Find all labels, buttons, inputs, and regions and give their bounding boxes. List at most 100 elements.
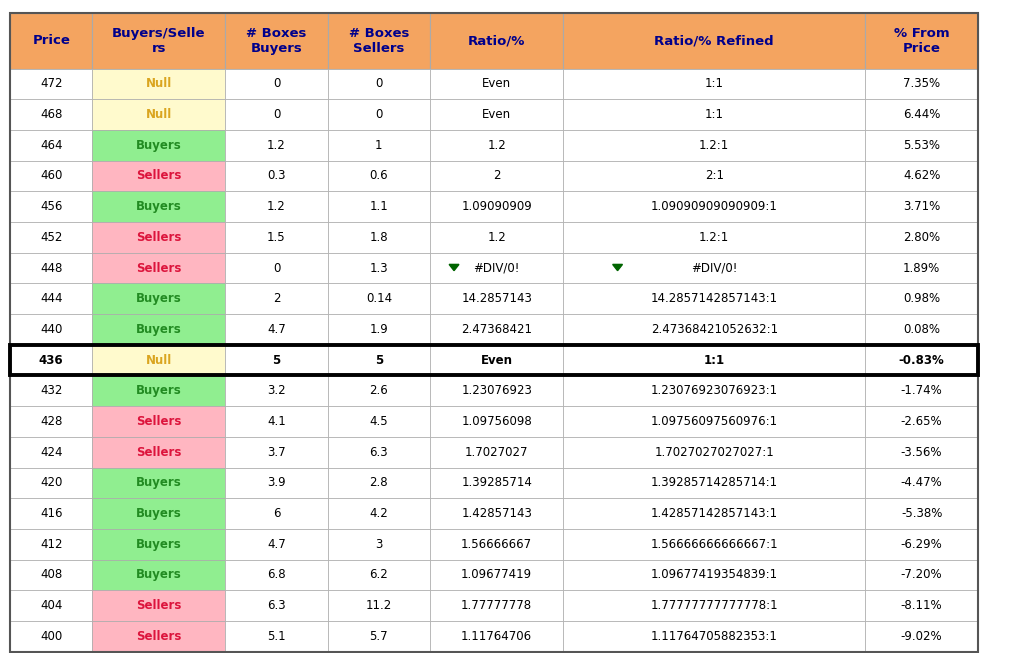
- Text: # Boxes
Sellers: # Boxes Sellers: [349, 27, 409, 55]
- Bar: [328, 69, 430, 99]
- Polygon shape: [612, 264, 623, 270]
- Bar: [92, 253, 225, 283]
- Bar: [328, 99, 430, 130]
- Bar: [225, 191, 328, 222]
- Bar: [10, 375, 92, 406]
- Bar: [225, 161, 328, 191]
- Bar: [430, 498, 563, 529]
- Text: Sellers: Sellers: [136, 415, 181, 428]
- Text: 11.2: 11.2: [366, 599, 392, 612]
- Text: Sellers: Sellers: [136, 262, 181, 274]
- Text: -3.56%: -3.56%: [901, 446, 942, 458]
- Bar: [10, 406, 92, 437]
- Bar: [10, 345, 92, 375]
- Text: 416: 416: [40, 507, 62, 520]
- Bar: [92, 590, 225, 621]
- Bar: [92, 437, 225, 468]
- Text: Sellers: Sellers: [136, 446, 181, 458]
- Text: 2.8: 2.8: [370, 477, 388, 489]
- Bar: [865, 560, 978, 590]
- Bar: [10, 283, 92, 314]
- Bar: [92, 345, 225, 375]
- Text: 6.3: 6.3: [267, 599, 286, 612]
- Bar: [563, 621, 865, 652]
- Bar: [563, 529, 865, 560]
- Bar: [328, 468, 430, 498]
- Text: 1:1: 1:1: [703, 354, 725, 366]
- Text: 1.56666667: 1.56666667: [461, 538, 532, 550]
- Bar: [563, 99, 865, 130]
- Text: 1.3: 1.3: [370, 262, 388, 274]
- Text: 4.62%: 4.62%: [903, 170, 940, 182]
- Bar: [430, 13, 563, 69]
- Bar: [225, 621, 328, 652]
- Text: 5: 5: [375, 354, 383, 366]
- Bar: [92, 468, 225, 498]
- Text: Buyers: Buyers: [136, 293, 181, 305]
- Bar: [92, 529, 225, 560]
- Text: 468: 468: [40, 108, 62, 121]
- Bar: [10, 99, 92, 130]
- Bar: [92, 406, 225, 437]
- Text: 1.77777778: 1.77777778: [461, 599, 532, 612]
- Text: Buyers: Buyers: [136, 385, 181, 397]
- Text: 1:1: 1:1: [705, 108, 724, 121]
- Text: 412: 412: [40, 538, 62, 550]
- Text: Buyers: Buyers: [136, 323, 181, 336]
- Bar: [225, 560, 328, 590]
- Text: Buyers: Buyers: [136, 538, 181, 550]
- Bar: [328, 191, 430, 222]
- Text: Even: Even: [482, 108, 511, 121]
- Bar: [225, 437, 328, 468]
- Bar: [328, 375, 430, 406]
- Bar: [328, 222, 430, 253]
- Bar: [92, 99, 225, 130]
- Bar: [865, 222, 978, 253]
- Text: 1.7027027: 1.7027027: [465, 446, 528, 458]
- Bar: [563, 161, 865, 191]
- Text: Buyers: Buyers: [136, 139, 181, 151]
- Bar: [225, 222, 328, 253]
- Bar: [563, 314, 865, 345]
- Text: 0: 0: [272, 262, 281, 274]
- Bar: [225, 130, 328, 161]
- Text: 1.2: 1.2: [487, 139, 506, 151]
- Text: 0.3: 0.3: [267, 170, 286, 182]
- Text: 472: 472: [40, 78, 62, 90]
- Text: 0: 0: [375, 78, 383, 90]
- Bar: [225, 314, 328, 345]
- Text: 1.09677419: 1.09677419: [461, 569, 532, 581]
- Text: 1.23076923076923:1: 1.23076923076923:1: [650, 385, 778, 397]
- Text: 4.5: 4.5: [370, 415, 388, 428]
- Text: 1.1: 1.1: [370, 200, 388, 213]
- Bar: [328, 253, 430, 283]
- Text: -1.74%: -1.74%: [901, 385, 942, 397]
- Bar: [865, 283, 978, 314]
- Bar: [430, 99, 563, 130]
- Text: 1.39285714285714:1: 1.39285714285714:1: [650, 477, 778, 489]
- Bar: [865, 161, 978, 191]
- Text: Sellers: Sellers: [136, 599, 181, 612]
- Bar: [225, 590, 328, 621]
- Bar: [430, 161, 563, 191]
- Text: 6.8: 6.8: [267, 569, 286, 581]
- Bar: [328, 161, 430, 191]
- Bar: [10, 590, 92, 621]
- Text: 5.53%: 5.53%: [903, 139, 940, 151]
- Bar: [430, 283, 563, 314]
- Bar: [563, 13, 865, 69]
- Bar: [865, 130, 978, 161]
- Text: 1.09090909: 1.09090909: [461, 200, 532, 213]
- Text: Sellers: Sellers: [136, 170, 181, 182]
- Bar: [328, 314, 430, 345]
- Text: 2:1: 2:1: [705, 170, 724, 182]
- Text: Buyers/Selle
rs: Buyers/Selle rs: [112, 27, 206, 55]
- Bar: [430, 345, 563, 375]
- Bar: [430, 253, 563, 283]
- Text: 4.1: 4.1: [267, 415, 286, 428]
- Text: Null: Null: [145, 78, 172, 90]
- Text: -6.29%: -6.29%: [901, 538, 942, 550]
- Bar: [865, 498, 978, 529]
- Bar: [430, 468, 563, 498]
- Bar: [10, 130, 92, 161]
